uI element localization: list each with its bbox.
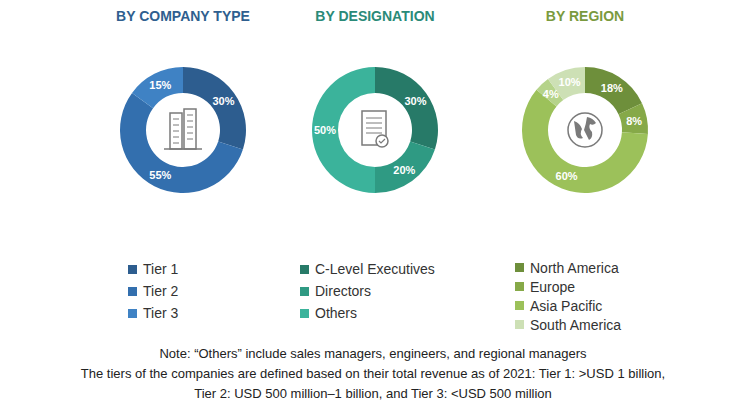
html-text:C-Level Executives: C-Level Executives [315,261,435,277]
svg-text:15%: 15% [149,79,171,91]
svg-text:30%: 30% [404,95,426,107]
html-text:BY REGION: BY REGION [545,8,625,24]
svg-text:50%: 50% [314,124,336,136]
html-text:Europe: Europe [530,278,576,295]
html-text:Tier 2: USD 500 million–1 bill: Tier 2: USD 500 million–1 billion, and T… [194,386,552,401]
svg-text:55%: 55% [149,169,171,181]
svg-text:8%: 8% [626,115,642,127]
svg-text:18%: 18% [601,82,623,94]
svg-text:60%: 60% [556,170,578,182]
html-text:Tier 1: Tier 1 [143,261,179,277]
svg-text:4%: 4% [543,88,559,100]
html-text:Asia Pacific: Asia Pacific [530,297,603,314]
svg-text:10%: 10% [559,76,581,88]
html-text:South America: South America [530,316,622,333]
html-text:BY DESIGNATION: BY DESIGNATION [315,8,435,24]
html-text:Directors: Directors [315,283,371,299]
html-text:Others: Others [315,305,357,321]
svg-text:20%: 20% [393,164,415,176]
html-text:Tier 2: Tier 2 [143,283,179,299]
html-text:Note: “Others” include sales m: Note: “Others” include sales managers, e… [159,346,587,361]
html-text:The tiers of the companies are: The tiers of the companies are defined b… [80,366,666,381]
svg-text:30%: 30% [212,95,234,107]
html-text:North America: North America [530,259,619,276]
html-text:Tier 3: Tier 3 [143,305,179,321]
html-text:BY COMPANY TYPE: BY COMPANY TYPE [116,8,250,24]
